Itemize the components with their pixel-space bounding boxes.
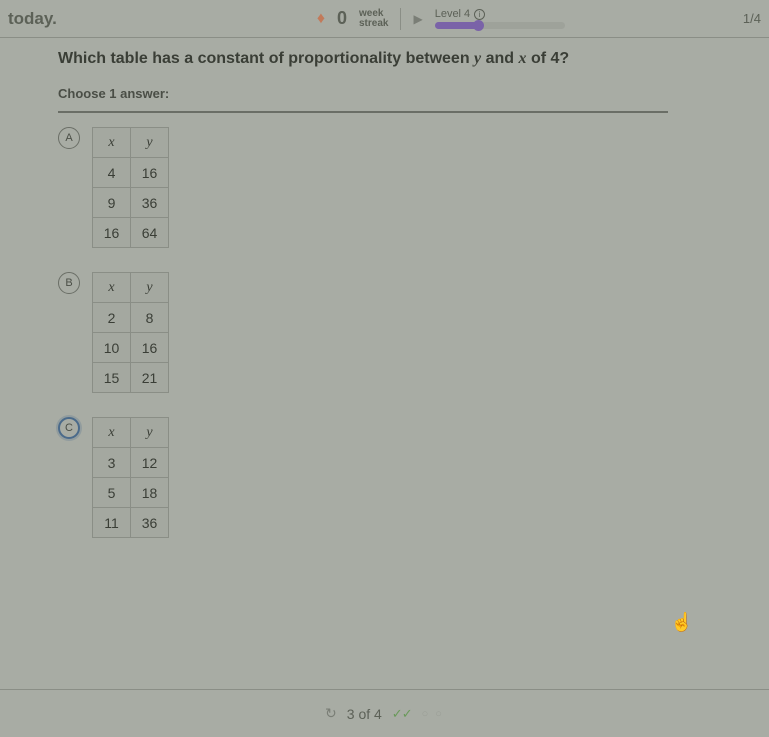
- table-b: xy2810161521: [92, 272, 169, 393]
- radio-c[interactable]: C: [58, 417, 80, 439]
- table-cell: 16: [131, 158, 169, 188]
- table-cell: 36: [131, 508, 169, 538]
- footer-progress: 3 of 4: [347, 706, 382, 722]
- streak-label: week streak: [359, 9, 388, 29]
- top-bar: today. ♦ 0 week streak ▶ Level 4 i 1/4: [0, 0, 769, 38]
- divider-line: [58, 111, 668, 113]
- table-cell: 4: [93, 158, 131, 188]
- page-counter: 1/4: [743, 11, 761, 26]
- table-row: 312: [93, 448, 169, 478]
- option-c[interactable]: Cxy3125181136: [58, 417, 711, 538]
- table-row: 28: [93, 303, 169, 333]
- table-cell: 10: [93, 333, 131, 363]
- level-wrap: Level 4 i: [435, 8, 565, 29]
- table-cell: 11: [93, 508, 131, 538]
- progress-knob[interactable]: [473, 20, 484, 31]
- table-row: 518: [93, 478, 169, 508]
- table-cell: 5: [93, 478, 131, 508]
- checks-icon: ✓✓: [392, 706, 412, 722]
- table-c: xy3125181136: [92, 417, 169, 538]
- table-cell: 15: [93, 363, 131, 393]
- table-cell: 64: [131, 218, 169, 248]
- table-cell: 36: [131, 188, 169, 218]
- topbar-center: ♦ 0 week streak ▶ Level 4 i: [317, 8, 565, 30]
- q-of: of: [527, 50, 551, 67]
- table-cell: 21: [131, 363, 169, 393]
- question-text: Which table has a constant of proportion…: [58, 50, 711, 68]
- table-cell: 16: [93, 218, 131, 248]
- table-header: y: [131, 128, 169, 158]
- refresh-icon[interactable]: ↻: [325, 705, 337, 722]
- content: Which table has a constant of proportion…: [0, 38, 769, 538]
- choose-label: Choose 1 answer:: [58, 86, 711, 101]
- radio-a[interactable]: A: [58, 127, 80, 149]
- streak-line1: week: [359, 9, 388, 19]
- table-a: xy4169361664: [92, 127, 169, 248]
- table-cell: 8: [131, 303, 169, 333]
- table-row: 1664: [93, 218, 169, 248]
- table-cell: 12: [131, 448, 169, 478]
- options-container: Axy4169361664Bxy2810161521Cxy3125181136: [58, 127, 711, 538]
- table-row: 1521: [93, 363, 169, 393]
- progress-fill: [435, 22, 478, 29]
- table-cell: 2: [93, 303, 131, 333]
- table-row: 416: [93, 158, 169, 188]
- streak-line2: streak: [359, 19, 388, 29]
- table-cell: 9: [93, 188, 131, 218]
- pending-icon: ○ ○: [422, 708, 444, 720]
- today-label: today.: [8, 9, 57, 29]
- play-icon[interactable]: ▶: [413, 12, 422, 26]
- q-var-x: x: [519, 50, 527, 67]
- table-cell: 16: [131, 333, 169, 363]
- streak-value: 0: [337, 8, 347, 29]
- table-header: x: [93, 128, 131, 158]
- level-progress[interactable]: [435, 22, 565, 29]
- option-b[interactable]: Bxy2810161521: [58, 272, 711, 393]
- q-mid: and: [481, 50, 518, 67]
- table-header: x: [93, 418, 131, 448]
- option-a[interactable]: Axy4169361664: [58, 127, 711, 248]
- flame-icon: ♦: [317, 10, 325, 28]
- table-cell: 18: [131, 478, 169, 508]
- radio-b[interactable]: B: [58, 272, 80, 294]
- cursor-icon: ☝: [671, 612, 693, 633]
- level-label: Level 4: [435, 8, 470, 20]
- divider: [400, 8, 401, 30]
- info-icon[interactable]: i: [474, 9, 485, 20]
- table-header: x: [93, 273, 131, 303]
- table-row: 1136: [93, 508, 169, 538]
- table-cell: 3: [93, 448, 131, 478]
- table-row: 936: [93, 188, 169, 218]
- q-mark: ?: [559, 50, 569, 67]
- table-header: y: [131, 273, 169, 303]
- q-prefix: Which table has a constant of proportion…: [58, 50, 474, 67]
- table-row: 1016: [93, 333, 169, 363]
- table-header: y: [131, 418, 169, 448]
- bottom-bar: ↻ 3 of 4 ✓✓ ○ ○: [0, 689, 769, 737]
